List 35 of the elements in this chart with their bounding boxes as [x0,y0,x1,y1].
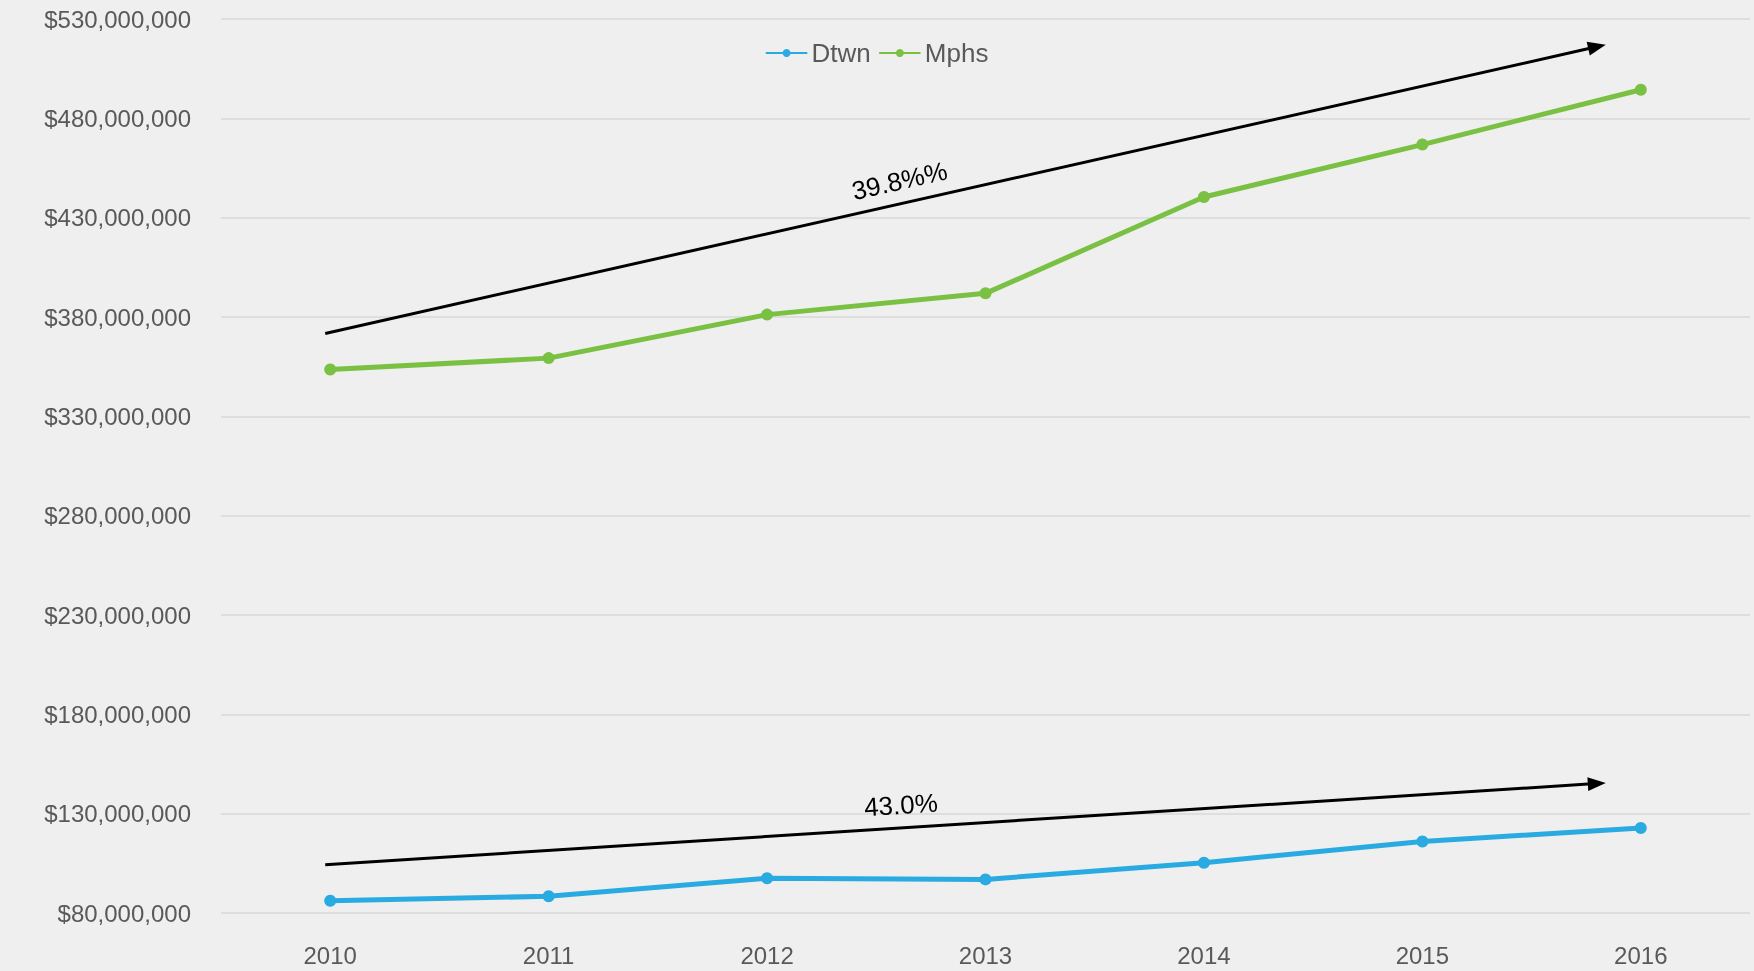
y-tick-label: $180,000,000 [44,700,191,728]
legend-label: Mphs [924,38,989,68]
x-tick-label: 2012 [740,941,794,969]
point [1634,821,1647,834]
point [1634,83,1647,96]
point [542,352,555,365]
point [1197,856,1210,869]
point [761,308,774,321]
point [1416,138,1429,151]
point [979,873,992,886]
x-tick-label: 2016 [1614,941,1668,969]
point [542,890,555,903]
y-tick-label: $280,000,000 [44,502,191,530]
y-tick-label: $330,000,000 [44,402,191,430]
point [324,363,337,376]
point [761,872,774,885]
annotation: 39.8%% [848,155,951,207]
legend-label: Dtwn [811,38,871,68]
x-tick-label: 2011 [522,941,575,969]
point [1416,835,1429,848]
y-tick-label: $80,000,000 [57,899,191,927]
y-tick-label: $480,000,000 [44,104,191,132]
y-tick-label: $530,000,000 [44,5,191,33]
y-tick-label: $430,000,000 [44,204,191,232]
x-tick-label: 2014 [1177,941,1231,969]
x-tick-label: 2010 [303,941,357,969]
x-tick-label: 2013 [958,941,1013,969]
y-tick-label: $130,000,000 [44,800,191,828]
y-tick-label: $230,000,000 [44,601,191,629]
y-tick-label: $380,000,000 [44,303,191,331]
point [1197,191,1210,203]
annotation: 43.0% [863,787,939,823]
point [324,894,337,907]
point [979,287,992,300]
x-tick-label: 2015 [1395,941,1450,969]
